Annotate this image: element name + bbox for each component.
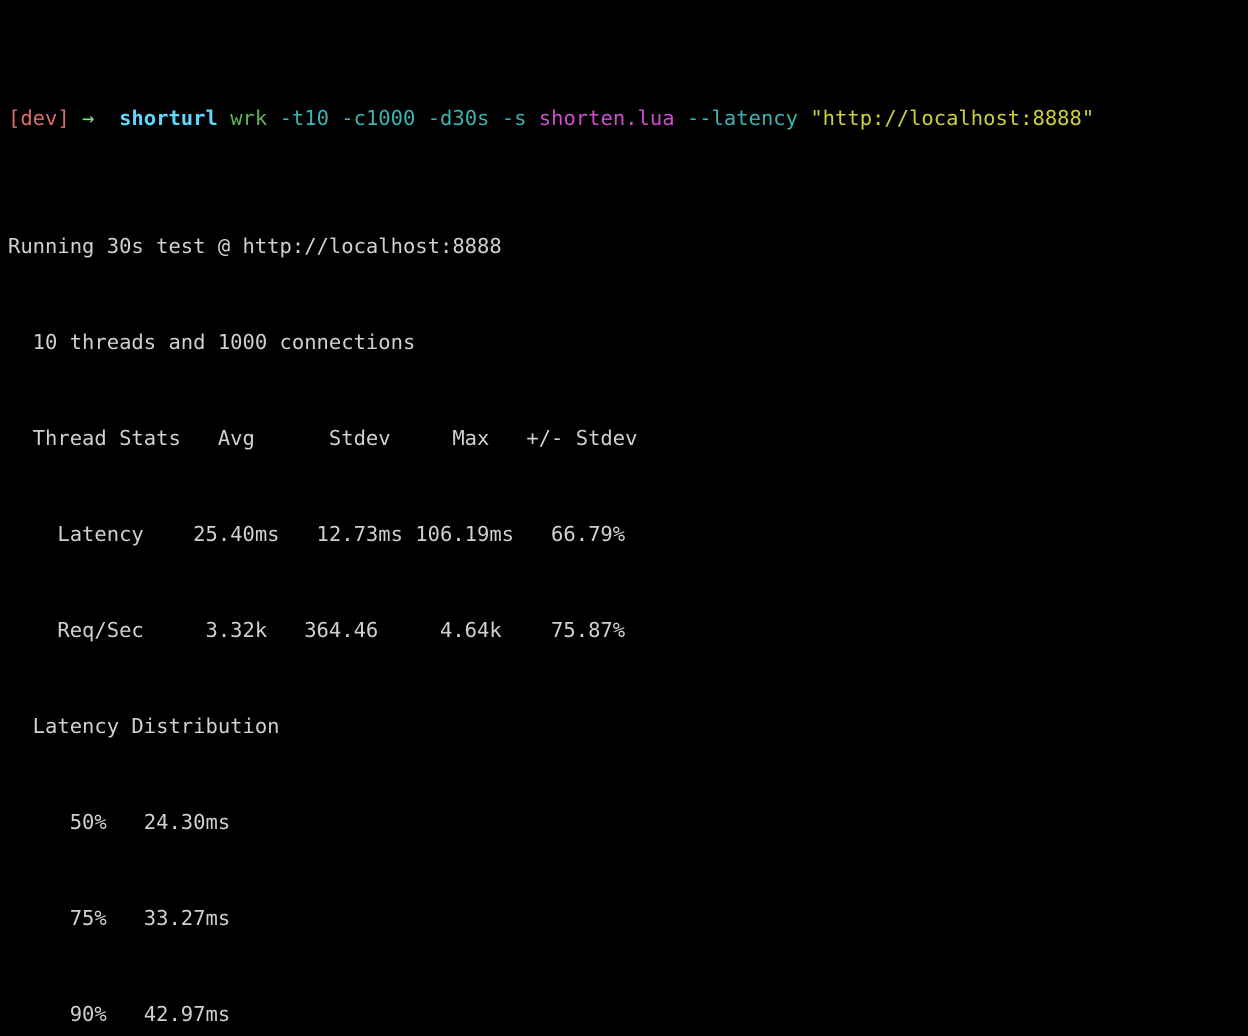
script-filename: shorten.lua: [538, 106, 675, 130]
output-line-percentile-90: 90% 42.97ms: [8, 1002, 231, 1026]
prompt-env-label: [dev]: [8, 106, 70, 130]
output-line-latency-distribution-title: Latency Distribution: [8, 714, 280, 738]
output-line-threads-connections: 10 threads and 1000 connections: [8, 330, 416, 354]
flag-connections: -c1000: [341, 106, 416, 130]
flag-script-option: -s: [501, 106, 527, 130]
prompt-space-8: [489, 106, 501, 130]
target-url-string: "http://localhost:8888": [810, 106, 1095, 130]
flag-duration: -d30s: [427, 106, 490, 130]
prompt-arrow-icon: →: [82, 106, 95, 130]
prompt-cwd: shorturl: [119, 106, 218, 130]
prompt-space-2: [94, 106, 106, 130]
output-line-running-header: Running 30s test @ http://localhost:8888: [8, 234, 502, 258]
flag-threads: -t10: [279, 106, 329, 130]
prompt-space-10: [675, 106, 687, 130]
output-line-thread-stats-header: Thread Stats Avg Stdev Max +/- Stdev: [8, 426, 638, 450]
prompt-space-1: [70, 106, 82, 130]
output-line-percentile-75: 75% 33.27ms: [8, 906, 231, 930]
prompt-space-5: [267, 106, 279, 130]
prompt-space-4: [218, 106, 230, 130]
prompt-space-3: [107, 106, 119, 130]
command-name: wrk: [230, 106, 268, 130]
prompt-space-6: [329, 106, 341, 130]
output-line-latency-row: Latency 25.40ms 12.73ms 106.19ms 66.79%: [8, 522, 626, 546]
prompt-line: [dev] → shorturl wrk -t10 -c1000 -d30s -…: [8, 102, 1248, 134]
prompt-space-7: [415, 106, 427, 130]
output-line-percentile-50: 50% 24.30ms: [8, 810, 231, 834]
output-line-reqsec-row: Req/Sec 3.32k 364.46 4.64k 75.87%: [8, 618, 626, 642]
prompt-space-11: [798, 106, 810, 130]
prompt-space-9: [526, 106, 538, 130]
flag-latency: --latency: [686, 106, 798, 130]
